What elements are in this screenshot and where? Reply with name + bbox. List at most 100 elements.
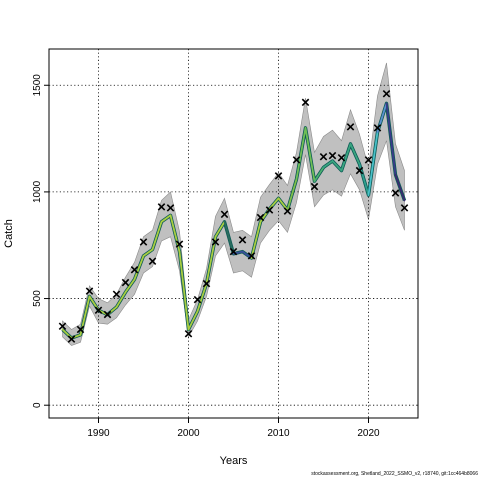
observed-point [220,210,229,219]
observed-point-stroke [238,236,247,244]
fitted-line-segment [331,160,343,172]
observed-point-stroke [211,238,220,246]
fitted-line-segment [295,127,307,181]
observed-point-stroke [67,335,76,343]
observed-point-stroke [337,154,346,162]
fitted-line-segment [160,214,172,223]
observed-point [103,310,112,319]
observed-point-stroke [382,90,391,98]
observed-point [355,166,364,175]
fitted-line-segment [214,220,226,238]
observed-point [274,172,283,180]
observed-point [202,279,211,288]
x-tick-label: 2020 [357,428,380,439]
observed-point-stroke [400,204,409,212]
observed-point-stroke [130,265,139,274]
observed-point-stroke [364,156,373,164]
observed-point-stroke [274,172,283,180]
fitted-line-segment [115,291,127,308]
y-axis-title: Catch [3,219,15,248]
observed-point-stroke [292,156,301,164]
x-tick-label: 2000 [177,428,200,439]
observed-point-stroke [220,210,229,219]
observed-point-stroke [346,123,355,131]
y-tick-label: 1500 [32,74,43,97]
observed-point-stroke [175,240,184,248]
fitted-line-segment [223,220,235,255]
fitted-line-segment [322,160,334,169]
observed-point [130,265,139,274]
fitted-line-segment [286,178,298,211]
x-axis-title: Years [220,455,248,467]
y-tick-label: 500 [32,290,43,307]
observed-point [346,123,355,131]
fitted-line-segment [349,143,361,166]
fitted-line-segment [196,282,208,313]
observed-point-stroke [94,306,103,315]
observed-point [229,247,238,256]
x-tick-label: 2010 [267,428,290,439]
confidence-band [62,62,405,346]
observed-point [292,156,301,164]
observed-point [364,156,373,164]
observed-point [85,287,94,295]
observed-point [238,236,247,244]
observed-point-stroke [184,329,193,338]
observed-point-stroke [148,257,157,265]
observed-point-stroke [166,204,175,212]
observed-point-stroke [265,206,274,214]
observed-point-stroke [58,322,67,331]
footer-source-text: stockassessment.org, Shetland_2022_SSMO_… [311,471,478,477]
observed-point-stroke [283,207,292,215]
observed-point [265,206,274,214]
fitted-line-segment [385,102,397,176]
observed-point-stroke [256,213,265,222]
observed-point-stroke [85,287,94,295]
observed-point [319,152,328,161]
y-tick-label: 0 [32,402,43,408]
observed-point [193,295,202,304]
fitted-line-segment [187,310,199,331]
observed-point-stroke [391,189,400,197]
confidence-band-layer [62,62,405,346]
fitted-line-segment [313,166,325,183]
fitted-line-segment [124,278,136,294]
fitted-line-segment [151,220,163,251]
observed-point [391,189,400,197]
observed-point [211,238,220,246]
observed-point [157,203,166,211]
fitted-line-segment [367,131,379,197]
fitted-line-segment [394,173,406,202]
observed-point-stroke [229,247,238,256]
gridlines [49,49,418,418]
y-tick-label: 1000 [32,180,43,203]
observed-point [58,322,67,331]
observed-point [337,154,346,162]
observed-point [166,204,175,212]
observed-point-stroke [112,290,121,299]
fitted-line-layer [61,101,407,340]
observed-point [256,213,265,222]
observed-point-stroke [319,152,328,161]
observed-point [328,151,337,160]
observed-point [67,335,76,343]
observed-point-stroke [373,124,382,132]
observed-point-stroke [355,166,364,175]
fitted-line-segment [133,254,145,281]
observed-point [121,278,130,287]
observed-point-stroke [103,310,112,319]
observed-point-stroke [301,98,310,107]
observed-point [76,325,85,334]
observed-point-stroke [193,295,202,304]
observed-point [373,124,382,132]
observed-point [175,240,184,248]
observed-point-stroke [157,203,166,211]
observed-point-stroke [139,238,148,246]
observed-point [184,329,193,338]
x-tick-label: 1990 [87,428,110,439]
observed-point [310,182,319,191]
observed-point [247,252,256,260]
observed-point [148,257,157,265]
observed-point [94,306,103,315]
